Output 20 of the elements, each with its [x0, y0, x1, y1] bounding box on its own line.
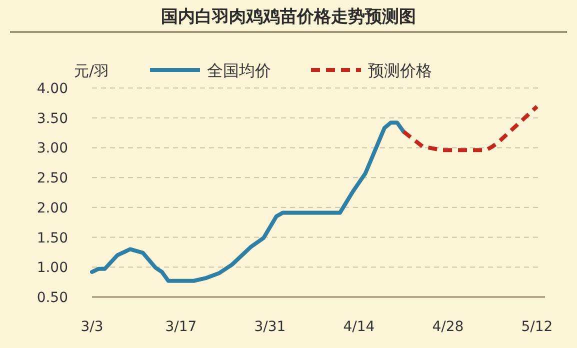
x-tick-label: 5/12	[521, 319, 553, 335]
x-tick-label: 3/31	[254, 319, 286, 335]
x-tick-label: 4/14	[343, 319, 375, 335]
y-axis-title: 元/羽	[74, 62, 110, 80]
y-tick-label: 0.50	[36, 290, 68, 306]
y-tick-label: 1.50	[36, 230, 68, 246]
y-tick-label: 3.00	[36, 140, 68, 157]
x-tick-label: 4/28	[432, 319, 464, 335]
x-tick-label: 3/3	[80, 319, 104, 335]
legend-label: 预测价格	[368, 61, 432, 80]
y-tick-label: 3.50	[36, 110, 68, 127]
x-tick-label: 3/17	[165, 319, 197, 335]
y-tick-label: 1.00	[36, 260, 68, 276]
y-tick-label: 2.50	[36, 170, 68, 187]
legend-label: 全国均价	[207, 61, 271, 80]
chart-title: 国内白羽肉鸡鸡苗价格走势预测图	[161, 7, 416, 26]
line-series	[90, 120, 406, 283]
y-tick-label: 4.00	[36, 81, 68, 97]
y-tick-label: 2.00	[36, 200, 68, 216]
line-series	[402, 104, 539, 152]
